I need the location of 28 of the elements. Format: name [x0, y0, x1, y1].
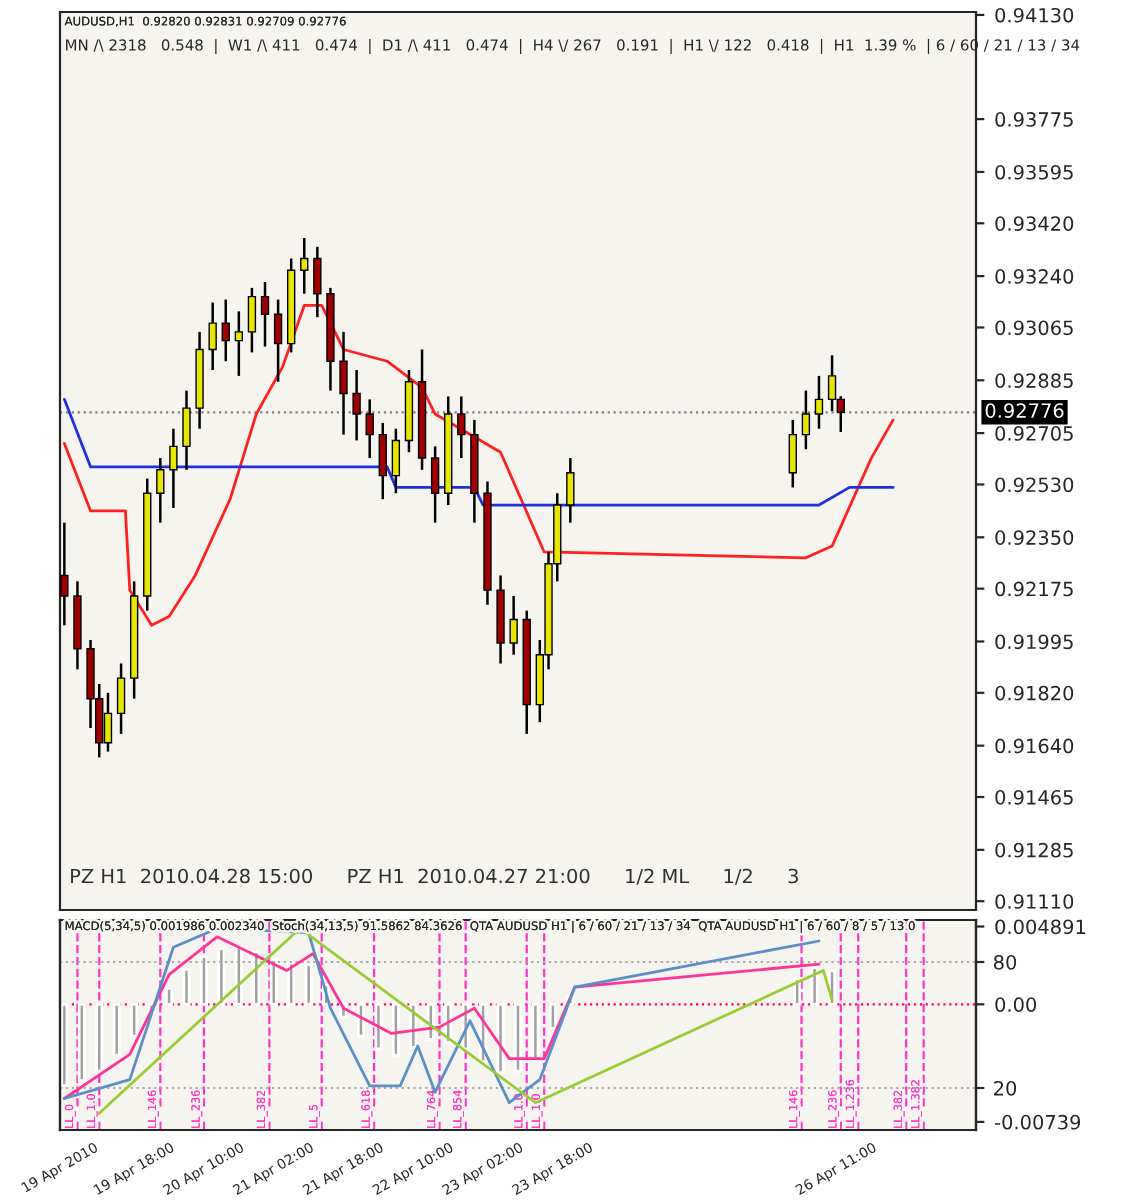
annotation: 1/2 ML	[626, 868, 690, 885]
y-tick-label: 0.00	[995, 997, 1037, 1012]
y-tick-label: 0.91995	[995, 634, 1073, 650]
y-tick-label: 0.93065	[995, 320, 1073, 336]
y2-tick-label: 80	[993, 954, 1017, 970]
y-tick-label: 0.93595	[995, 164, 1073, 180]
y-tick-label: 0.91285	[995, 842, 1073, 858]
y-tick-label: 0.004891	[995, 919, 1086, 935]
y-tick-label: 0.92530	[995, 477, 1074, 493]
y-tick-label: 0.91640	[995, 738, 1074, 754]
y-tick-label: 0.91820	[995, 685, 1074, 701]
annotation: 1/2	[724, 868, 752, 885]
y-tick-label: 0.92350	[995, 530, 1074, 545]
y-tick-label: 0.93775	[995, 112, 1073, 127]
y-tick-label: 0.92175	[995, 581, 1073, 597]
y2-tick-label: 20	[994, 1080, 1017, 1096]
y-tick-label: 0.91110	[995, 894, 1074, 909]
ref-line-label: 0.92776	[985, 403, 1064, 418]
y-tick-label: 0.94130	[995, 7, 1074, 23]
y-tick-label: 0.93240	[995, 269, 1074, 284]
y-tick-label: 0.93420	[995, 216, 1074, 231]
y-tick-label: -0.00739	[995, 1114, 1081, 1130]
annotation: 3	[788, 868, 798, 884]
y-tick-label: 0.92885	[995, 373, 1073, 388]
annotation: PZ H1 2010.04.28 15:00	[71, 868, 312, 884]
y-tick-label: 0.92705	[995, 426, 1073, 441]
y-tick-label: 0.91465	[995, 789, 1073, 805]
annotation: PZ H1 2010.04.27 21:00	[348, 868, 590, 884]
